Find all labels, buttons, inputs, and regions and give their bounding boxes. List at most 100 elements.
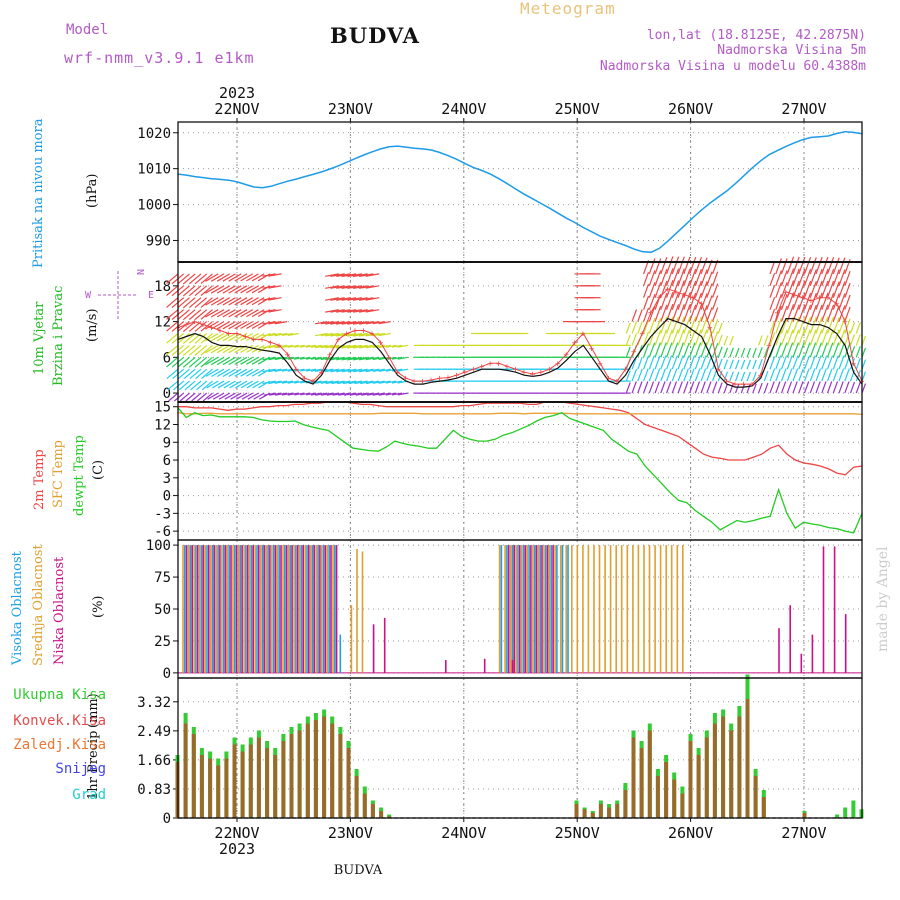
wind-arrow: [347, 309, 363, 313]
wind-arrow: [792, 292, 800, 310]
wind-arrow: [780, 270, 788, 287]
temp-sfc-label: SFC Temp: [51, 440, 66, 508]
wind-gust-marker: +: [656, 294, 662, 304]
wind-arrow: [177, 356, 190, 368]
wind-arrow: [358, 368, 374, 373]
bottom-year-label: 2023: [219, 840, 255, 858]
bottom-day-label: 27NOV: [781, 824, 826, 842]
wind-arrow: [855, 346, 861, 358]
cloud-low-bar: [246, 545, 249, 673]
wind-arrow: [780, 355, 788, 370]
cloud-mid-bar: [265, 545, 268, 673]
wind-arrow: [694, 268, 702, 287]
wind-arrow: [706, 342, 713, 358]
wind-arrow: [712, 355, 719, 370]
cloud-mid-bar: [615, 545, 617, 673]
ytick-label: 15: [154, 400, 171, 416]
wind-arrow: [769, 368, 776, 382]
wind-arrow: [769, 320, 776, 334]
cloud-high-label: Visoka Oblacnost: [10, 550, 25, 666]
precip-conv-bar: [696, 755, 701, 818]
wind-arrow: [815, 329, 823, 346]
cloud-low-bar: [235, 545, 238, 673]
wind-arrow: [385, 368, 397, 372]
wind-arrow: [832, 257, 840, 275]
wind-gust-marker: +: [749, 380, 755, 390]
wind-arrow: [274, 392, 288, 396]
wind-gust-marker: +: [538, 368, 544, 378]
wind-arrow: [792, 355, 799, 370]
wind-arrow: [184, 380, 196, 391]
wind-arrow: [746, 359, 751, 370]
cloud-low-bar: [335, 545, 338, 673]
precip-conv-bar: [582, 809, 587, 819]
wind-arrow: [246, 356, 259, 365]
wind-arrow: [729, 347, 734, 358]
wind-arrow: [786, 292, 795, 310]
wind-gust-marker: +: [386, 353, 392, 363]
wind-arrow: [325, 332, 340, 337]
wind-arrow: [648, 317, 656, 334]
wind-arrow: [337, 380, 351, 385]
wind-arrow: [330, 309, 345, 313]
wind-arrow: [268, 309, 282, 313]
wind-arrow: [786, 368, 793, 382]
wind-arrow: [352, 356, 368, 361]
wind-arrow: [202, 392, 213, 402]
cloud-high-bar: [284, 545, 286, 673]
wind-gust-marker: +: [310, 377, 316, 387]
temp-2m-line: [178, 401, 863, 476]
wind-gust-marker: +: [209, 324, 215, 334]
wind-arrow: [803, 316, 812, 334]
compass-north: N: [136, 269, 147, 275]
cloud-high-bar: [195, 545, 197, 673]
wind-arrow: [234, 321, 248, 330]
cloud-high-bar: [267, 545, 269, 673]
wind-arrow: [798, 304, 806, 322]
cloud-high-bar: [500, 545, 503, 673]
wind-arrow: [211, 368, 225, 378]
wind-arrow: [210, 285, 225, 294]
wind-gust-marker: +: [302, 374, 308, 384]
cloud-low-label: Niska Oblacnost: [52, 556, 67, 665]
wind-arrow: [792, 256, 800, 275]
precip-conv-bar: [248, 744, 253, 818]
wind-gust-marker: +: [361, 327, 367, 337]
wind-arrow: [855, 381, 861, 394]
wind-arrow: [803, 355, 811, 370]
wind-gust-marker: +: [403, 374, 409, 384]
ytick-label: 1000: [137, 198, 171, 214]
wind-arrow: [330, 297, 345, 301]
temp-2m-label: 2m Temp: [32, 449, 47, 510]
cloud-high-bar: [567, 545, 569, 673]
wind-arrow: [365, 356, 380, 361]
wind-arrow: [677, 292, 685, 310]
wind-arrow: [637, 381, 643, 394]
wind-gust-marker: +: [547, 365, 553, 375]
wind-arrow: [786, 342, 794, 358]
precip-total-bar: [835, 814, 840, 818]
wind-arrow: [717, 358, 723, 370]
wind-arrow: [347, 344, 363, 349]
wind-arrow: [700, 329, 708, 346]
cloud-mid-bar: [548, 545, 551, 673]
wind-gust-marker: +: [445, 374, 451, 384]
wind-arrow: [241, 392, 253, 400]
ytick-label: 9: [163, 435, 171, 451]
cloud-low-bar: [511, 660, 514, 673]
pressure-unit: (hPa): [85, 174, 100, 208]
wind-arrow: [222, 321, 236, 330]
cloud-low-bar: [552, 545, 554, 673]
wind-arrow: [352, 344, 368, 349]
wind-arrow: [188, 309, 202, 320]
wind-arrow: [222, 309, 236, 318]
wind-arrow: [683, 342, 690, 358]
cloud-mid-bar: [350, 605, 353, 673]
wind-arrow: [844, 306, 851, 322]
wind-arrow: [341, 273, 357, 278]
cloud-mid-label: Srednja Oblacnost: [31, 544, 46, 666]
wind-gust-marker: +: [428, 376, 434, 386]
wind-arrow: [826, 316, 835, 334]
precip-conv-bar: [199, 755, 204, 818]
cloud-mid-bar: [309, 545, 312, 673]
